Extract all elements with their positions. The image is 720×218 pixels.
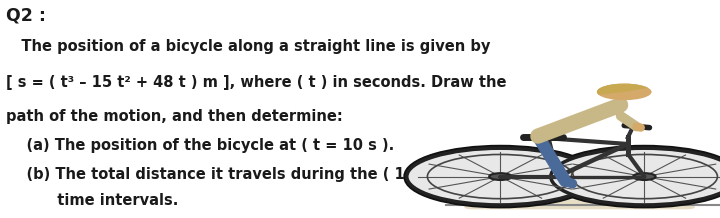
Text: (b) The total distance it travels during the ( 10 ) seconds: (b) The total distance it travels during… — [6, 167, 499, 182]
Wedge shape — [597, 84, 648, 95]
Text: The position of a bicycle along a straight line is given by: The position of a bicycle along a straig… — [6, 39, 490, 54]
FancyBboxPatch shape — [464, 199, 695, 209]
Text: time intervals.: time intervals. — [6, 193, 178, 208]
Circle shape — [407, 148, 594, 205]
Text: path of the motion, and then determine:: path of the motion, and then determine: — [6, 109, 343, 124]
Text: Q2 :: Q2 : — [6, 7, 46, 25]
Text: [ s = ( t³ – 15 t² + 48 t ) m ], where ( t ) in seconds. Draw the: [ s = ( t³ – 15 t² + 48 t ) m ], where (… — [6, 75, 506, 90]
Circle shape — [489, 173, 512, 180]
Circle shape — [551, 148, 720, 205]
Text: (a) The position of the bicycle at ( t = 10 s ).: (a) The position of the bicycle at ( t =… — [6, 138, 394, 153]
Circle shape — [597, 83, 652, 100]
Circle shape — [633, 173, 656, 180]
